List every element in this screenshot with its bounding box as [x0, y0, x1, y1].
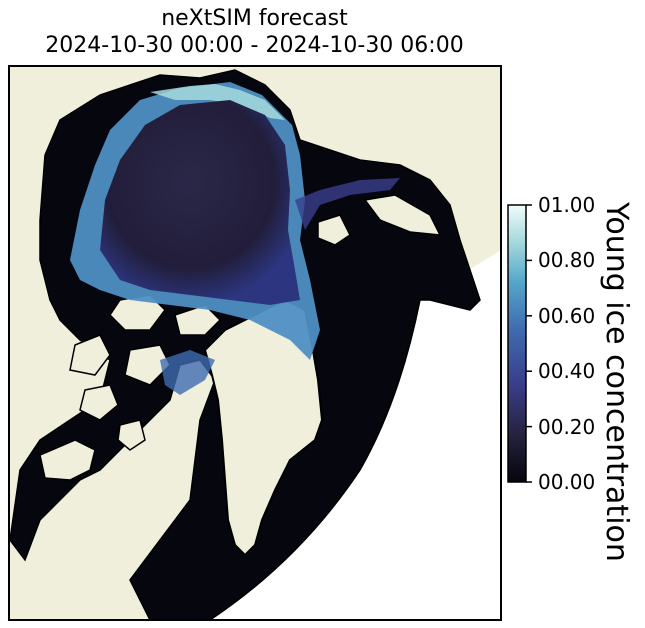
archipelago-island	[79, 384, 119, 421]
archipelago-island	[117, 419, 146, 451]
no-data-region	[210, 250, 501, 620]
colorbar-gradient	[507, 204, 527, 483]
svalbard-land	[317, 214, 351, 246]
map-frame	[8, 65, 502, 621]
colorbar-tick-label: 00.20	[538, 415, 596, 439]
colorbar-tick-label: 01.00	[538, 193, 596, 217]
young-ice-atlantic-edge	[295, 178, 400, 230]
archipelago-island	[124, 344, 171, 386]
map-title: neXtSIM forecast	[161, 6, 348, 31]
map-panel	[9, 66, 501, 620]
novaya-zemlya-land	[363, 194, 442, 236]
colorbar-tick-label: 00.00	[538, 470, 596, 494]
young-ice-bright-fringe	[150, 84, 285, 120]
colorbar-title: Young ice concentration	[599, 202, 634, 562]
colorbar-tick-label: 00.80	[538, 248, 596, 272]
young-ice-central-basin	[100, 100, 300, 305]
hudson-bay-shore	[39, 439, 96, 481]
young-ice-baffin-strip	[160, 350, 215, 395]
colorbar-tick-label: 00.40	[538, 359, 596, 383]
map-subtitle-time-range: 2024-10-30 00:00 - 2024-10-30 06:00	[45, 33, 464, 58]
archipelago-island	[69, 334, 111, 376]
colorbar-ticks	[526, 204, 532, 483]
colorbar-tick-label: 00.60	[538, 304, 596, 328]
